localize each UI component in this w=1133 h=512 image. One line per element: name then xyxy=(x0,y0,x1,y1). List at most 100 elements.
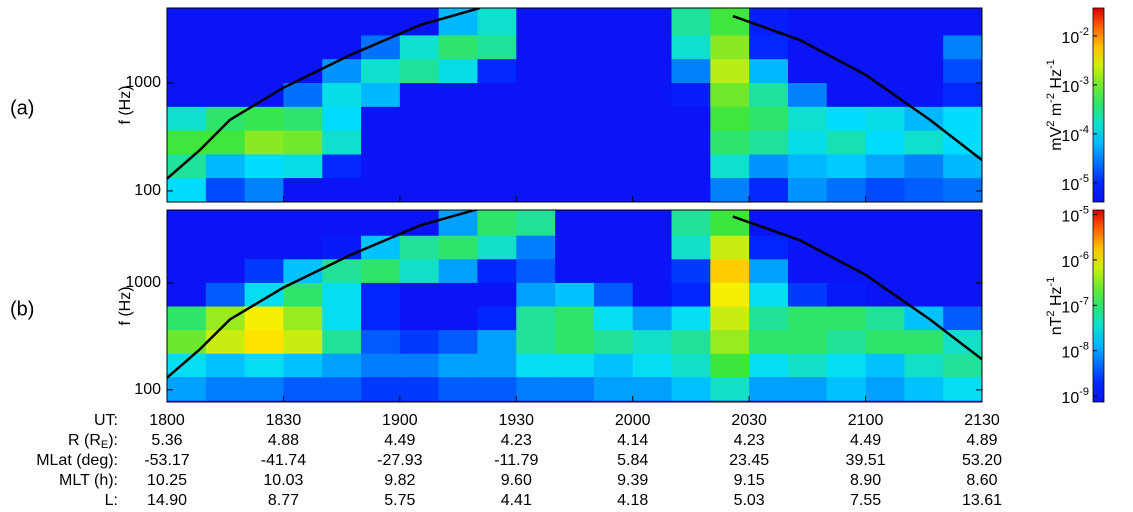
spectrogram-cell xyxy=(516,305,556,331)
spectrogram-cell xyxy=(516,329,556,354)
curve xyxy=(732,215,982,361)
spectrogram-cell xyxy=(904,258,944,283)
spectrogram-cell xyxy=(399,235,440,260)
spectrogram-cell xyxy=(749,8,789,36)
spectrogram-cell xyxy=(361,130,401,155)
spectrogram-cell xyxy=(943,235,982,260)
colorbar xyxy=(1092,7,1105,203)
spectrogram-cell xyxy=(205,58,246,84)
spectrogram-cell xyxy=(516,353,556,378)
spectrogram-cell xyxy=(865,177,905,202)
spectrogram-cell xyxy=(632,258,673,283)
spectrogram-cell xyxy=(787,282,828,307)
spectrogram-cell xyxy=(826,82,867,107)
y-tick-label: 1000 xyxy=(125,274,161,291)
spectrogram-cell xyxy=(516,258,556,283)
ephemeris-value: 8.90 xyxy=(850,472,881,489)
spectrogram-cell xyxy=(904,82,944,107)
spectrogram-cell xyxy=(555,58,595,84)
superscript: -2 xyxy=(1045,93,1057,103)
panel-label: (a) xyxy=(10,97,34,119)
spectrogram-cell xyxy=(205,34,246,60)
spectrogram-cell xyxy=(438,177,478,202)
spectrogram-cell xyxy=(671,282,711,307)
spectrogram-cell xyxy=(555,235,595,260)
y-axis-label: f (Hz) xyxy=(117,85,134,124)
spectrogram-cell xyxy=(671,34,711,60)
spectrogram-cell xyxy=(283,353,323,378)
spectrogram-cell xyxy=(205,235,246,260)
label-part: R (R xyxy=(68,432,101,449)
ephemeris-value: 4.49 xyxy=(850,432,881,449)
ephemeris-value: 4.14 xyxy=(617,432,648,449)
tick-base: 10 xyxy=(1061,128,1079,145)
spectrogram-cell xyxy=(943,106,982,131)
colorbar-tick-label: 10-2 xyxy=(1061,26,1089,47)
spectrogram-cell xyxy=(438,258,478,283)
spectrogram-cell xyxy=(205,153,246,179)
spectrogram-cell xyxy=(593,305,634,331)
spectrogram-cell xyxy=(555,82,595,107)
ephemeris-value: 14.90 xyxy=(147,492,187,509)
spectrogram-cell xyxy=(438,329,478,354)
spectrogram-cell xyxy=(710,329,750,354)
spectrogram-cell xyxy=(943,376,982,401)
spectrogram-cell xyxy=(593,282,634,307)
spectrogram-cell xyxy=(632,34,673,60)
spectrogram-cell xyxy=(943,58,982,84)
spectrogram-cell xyxy=(865,8,905,36)
spectrogram-cell xyxy=(710,235,750,260)
label-part: UT: xyxy=(94,412,118,429)
superscript: 2 xyxy=(1045,121,1057,127)
spectrogram-cell xyxy=(865,305,905,331)
ephemeris-value: -11.79 xyxy=(494,452,538,469)
spectrogram-cell xyxy=(361,177,401,202)
axis-label: R (RE): xyxy=(68,432,118,451)
spectrogram-cell xyxy=(283,282,323,307)
spectrogram-cell xyxy=(555,305,595,331)
spectrogram-cell xyxy=(361,8,401,36)
spectrogram-cell xyxy=(555,8,595,36)
spectrogram-cell xyxy=(516,58,556,84)
spectrogram-cell xyxy=(904,177,944,202)
spectrogram-cell xyxy=(322,153,362,179)
spectrogram-cell xyxy=(904,282,944,307)
spectrogram-cell xyxy=(826,210,867,236)
spectrogram-cell xyxy=(710,210,750,236)
tick-base: 10 xyxy=(1061,345,1079,362)
spectrogram-cell xyxy=(787,376,828,401)
spectrogram-cell xyxy=(787,82,828,107)
spectrogram-cell xyxy=(244,82,284,107)
spectrogram-cell xyxy=(516,282,556,307)
colorbar-tick-label: 10-8 xyxy=(1061,341,1089,362)
spectrogram-cell xyxy=(516,235,556,260)
panel-frame xyxy=(166,209,983,403)
ephemeris-value: 8.60 xyxy=(966,472,997,489)
spectrogram-cell xyxy=(244,210,284,236)
spectrogram-cell xyxy=(632,58,673,84)
spectrogram-cell xyxy=(671,258,711,283)
spectrogram-cell xyxy=(399,282,440,307)
spectrogram-cell xyxy=(671,353,711,378)
spectrogram-cell xyxy=(904,210,944,236)
ephemeris-value: 10.25 xyxy=(147,472,187,489)
spectrogram-cell xyxy=(555,130,595,155)
spectrogram-cell xyxy=(244,106,284,131)
spectrogram-cell xyxy=(632,376,673,401)
axis-label: mV2 m-2 Hz-1 xyxy=(1045,59,1065,150)
spectrogram-cell xyxy=(283,235,323,260)
spectrogram-cell xyxy=(477,34,517,60)
label-part: Hz xyxy=(1048,286,1065,310)
spectrogram-cell xyxy=(244,8,284,36)
spectrogram-cell xyxy=(361,82,401,107)
spectrogram-cell xyxy=(943,82,982,107)
spectrogram-cell xyxy=(205,8,246,36)
spectrogram-cell xyxy=(399,58,440,84)
spectrogram-cell xyxy=(671,82,711,107)
spectrogram-cell xyxy=(632,210,673,236)
curve xyxy=(167,210,480,379)
colorbar-tick-label: 10-3 xyxy=(1061,75,1089,96)
spectrogram-cell xyxy=(283,106,323,131)
spectrogram-cell xyxy=(399,153,440,179)
spectrogram-cell xyxy=(244,329,284,354)
